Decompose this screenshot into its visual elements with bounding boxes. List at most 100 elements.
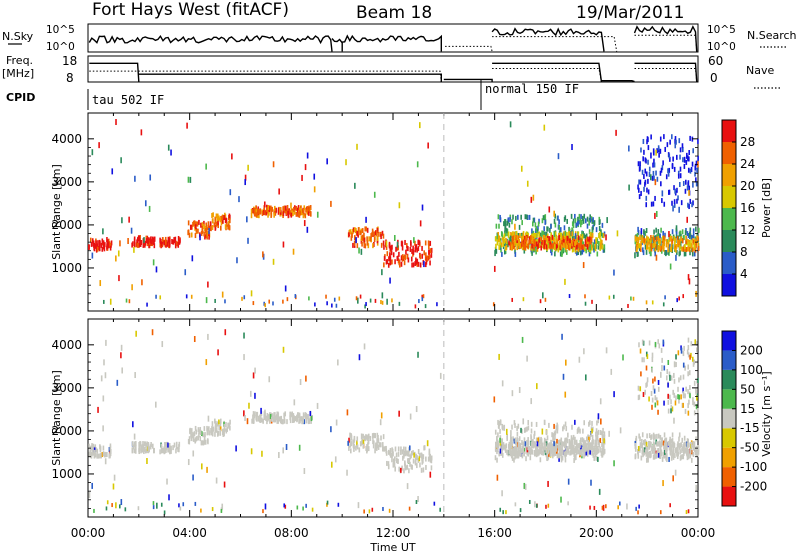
power-cell xyxy=(557,245,559,251)
power-cell xyxy=(381,269,383,276)
velocity-cell xyxy=(301,416,303,422)
velocity-cell xyxy=(271,416,273,422)
velocity-cell xyxy=(510,443,513,449)
power-cell xyxy=(588,220,590,226)
cpid-strip: CPID tau 502 IF normal 150 IF xyxy=(6,80,579,110)
nsearch-label: N.Search xyxy=(747,29,797,42)
power-cell xyxy=(532,233,535,239)
velocity-cell xyxy=(644,449,647,455)
power-cell xyxy=(564,215,567,221)
power-cell xyxy=(591,218,593,224)
velocity-cell xyxy=(682,454,685,460)
velocity-cell xyxy=(527,445,529,451)
power-cell xyxy=(630,296,632,301)
velocity-cell xyxy=(311,507,314,512)
power-cell xyxy=(644,230,647,236)
velocity-cell xyxy=(517,423,520,429)
nave-tick-top: 60 xyxy=(708,54,723,68)
velocity-cell xyxy=(522,418,525,425)
power-cell xyxy=(416,247,418,253)
power-cell xyxy=(137,243,139,249)
power-cell xyxy=(220,225,222,231)
power-cell xyxy=(504,231,507,237)
velocity-cell xyxy=(672,454,675,460)
velocity-cell xyxy=(572,434,575,440)
velocity-cell xyxy=(543,419,546,425)
power-cell xyxy=(531,228,533,234)
power-cell xyxy=(89,237,92,243)
power-cell xyxy=(138,242,140,248)
velocity-cell xyxy=(618,501,621,506)
velocity-cell xyxy=(414,457,417,463)
power-cell xyxy=(164,236,167,242)
velocity-cell xyxy=(547,448,550,454)
power-cell xyxy=(229,189,232,196)
power-cell xyxy=(549,241,552,247)
power-cell xyxy=(637,184,639,190)
velocity-cell xyxy=(673,372,675,378)
power-cell xyxy=(642,250,645,256)
velocity-cell xyxy=(682,374,685,380)
velocity-cell xyxy=(552,433,555,439)
velocity-cell xyxy=(583,453,585,459)
power-cell xyxy=(504,248,507,254)
velocity-cell xyxy=(539,445,541,451)
power-cell xyxy=(553,210,555,217)
power-cell xyxy=(203,220,205,226)
power-cell xyxy=(509,242,512,248)
power-cell xyxy=(425,252,427,258)
velocity-cell xyxy=(416,455,418,461)
velocity-cell xyxy=(305,375,307,382)
power-cell xyxy=(509,121,512,128)
velocity-cell xyxy=(660,449,663,455)
power-cell xyxy=(255,205,257,211)
velocity-cell xyxy=(648,340,651,346)
velocity-cell xyxy=(687,438,690,444)
velocity-cell xyxy=(391,457,393,463)
power-cell xyxy=(601,244,604,250)
y-tick-label: 3000 xyxy=(51,381,82,395)
power-cell xyxy=(244,179,247,186)
velocity-cell xyxy=(401,465,403,471)
power-cell xyxy=(694,163,697,169)
velocity-cell xyxy=(537,437,539,443)
velocity-cell xyxy=(683,446,685,452)
velocity-cell xyxy=(153,448,155,454)
velocity-cell xyxy=(376,443,379,449)
velocity-cell xyxy=(647,457,649,463)
power-cell xyxy=(571,235,574,241)
velocity-cell xyxy=(296,413,299,419)
power-cell xyxy=(649,174,652,181)
power-cell xyxy=(283,205,286,211)
power-cell xyxy=(673,185,675,191)
velocity-cell xyxy=(274,412,276,418)
power-cell xyxy=(690,239,692,245)
velocity-cell xyxy=(223,426,226,432)
velocity-cell xyxy=(501,380,504,387)
velocity-cell xyxy=(518,451,521,457)
power-cell xyxy=(534,241,536,247)
velocity-cell xyxy=(534,441,536,447)
power-cell xyxy=(106,244,108,250)
power-cell xyxy=(167,242,170,248)
power-cell xyxy=(371,231,373,237)
velocity-cell xyxy=(669,449,672,455)
velocity-cell xyxy=(356,444,359,450)
velocity-cell xyxy=(527,440,530,446)
velocity-cell xyxy=(409,461,411,467)
velocity-cell xyxy=(671,406,674,412)
power-cell xyxy=(214,224,217,230)
power-cell xyxy=(651,175,654,181)
colorbar-tick-label: 20 xyxy=(740,179,755,193)
velocity-cell xyxy=(543,447,545,453)
power-cell xyxy=(373,231,376,237)
power-cell xyxy=(563,239,565,245)
velocity-cell xyxy=(500,439,503,445)
velocity-cell xyxy=(556,428,559,434)
velocity-cell xyxy=(402,449,404,455)
power-cell xyxy=(536,228,539,234)
power-cell xyxy=(646,139,648,145)
power-cell xyxy=(647,145,650,151)
velocity-cell xyxy=(570,446,572,452)
velocity-cell xyxy=(505,443,508,449)
